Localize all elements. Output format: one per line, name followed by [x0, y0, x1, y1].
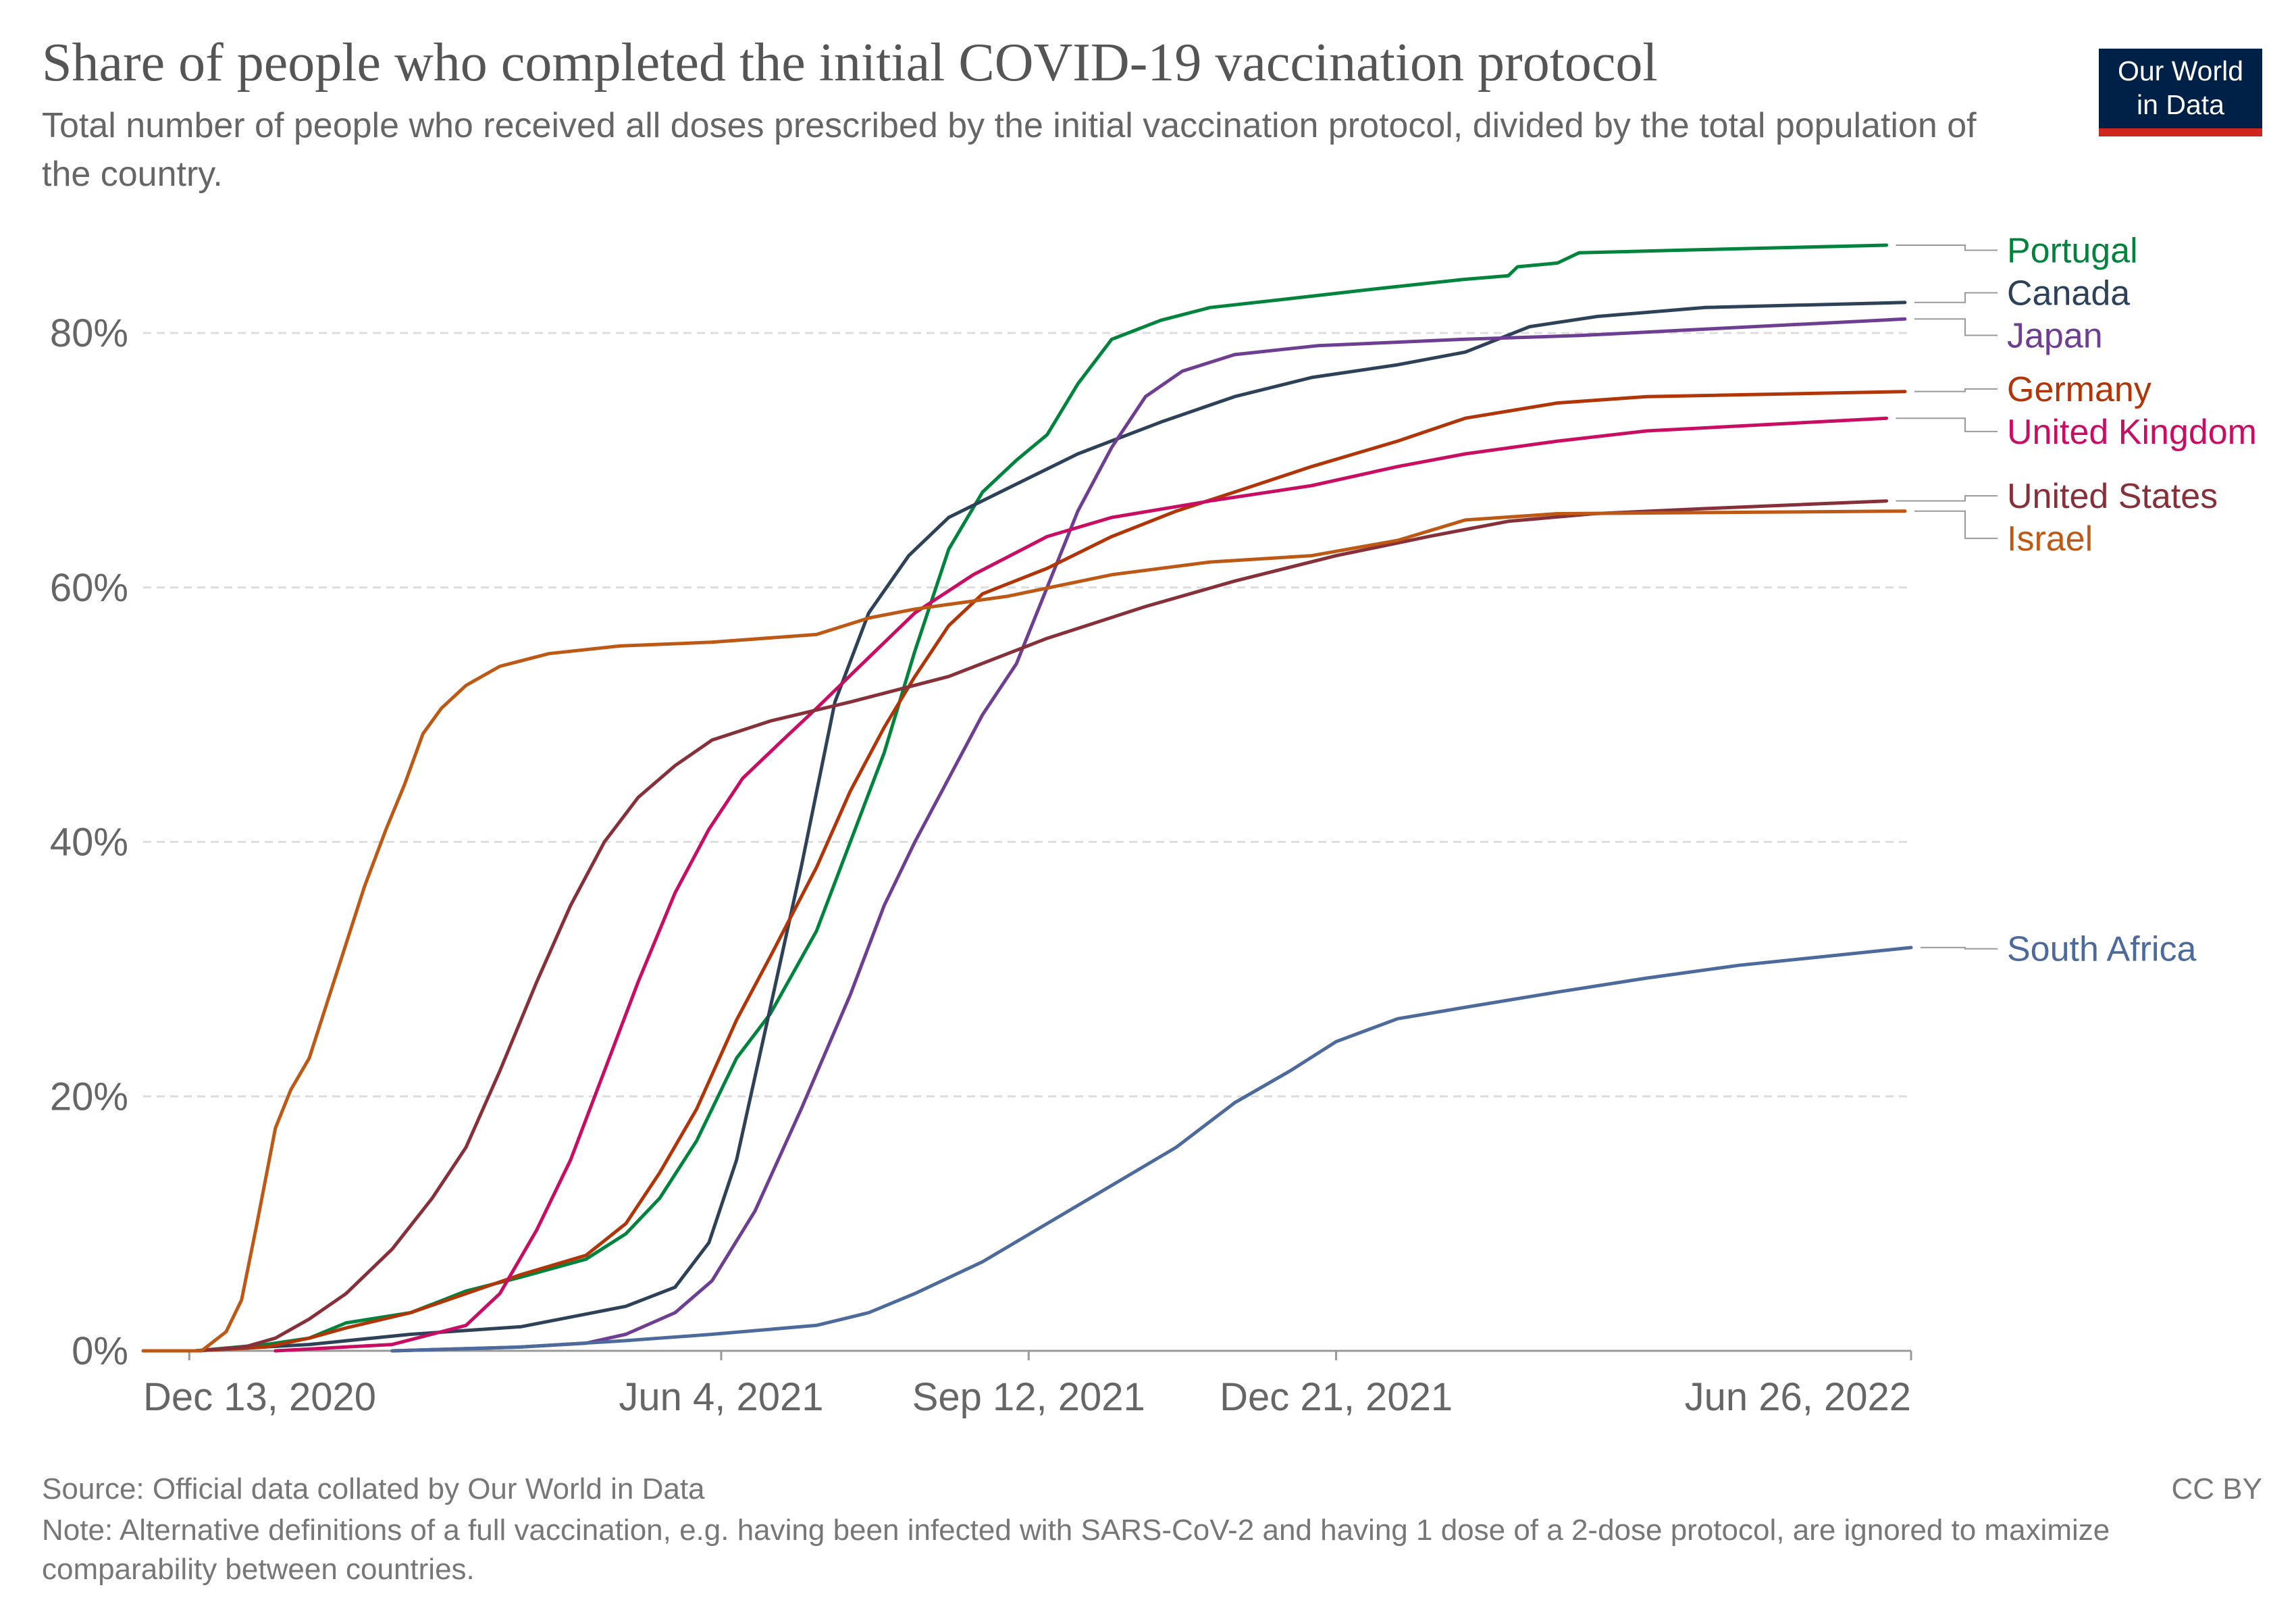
y-tick-label: 20% — [50, 1075, 128, 1118]
series-label-portugal: Portugal — [2007, 232, 2138, 271]
x-axis — [143, 1349, 1912, 1360]
series-label-south-africa: South Africa — [2007, 930, 2196, 969]
series-line-japan — [390, 317, 1907, 1353]
logo-line-2: in Data — [2137, 89, 2224, 120]
y-tick-label: 60% — [50, 566, 128, 610]
owid-logo[interactable]: Our World in Data — [2099, 49, 2262, 136]
series-label-germany: Germany — [2007, 370, 2151, 409]
label-connector-canada — [1914, 292, 1998, 303]
y-tick-label: 40% — [50, 821, 128, 865]
series-line-south-africa — [390, 946, 1913, 1353]
label-connector-israel — [1914, 510, 1998, 540]
source-note: Source: Official data collated by Our Wo… — [42, 1472, 705, 1506]
series-label-canada: Canada — [2007, 274, 2130, 313]
logo-line-1: Our World — [2117, 55, 2244, 86]
license-link[interactable]: CC BY — [2171, 1472, 2262, 1506]
series-line-canada — [193, 301, 1907, 1353]
chart-subtitle: Total number of people who received all … — [42, 106, 1977, 194]
x-axis-tick-labels: Dec 13, 2020 Jun 4, 2021 Sep 12, 2021 Dec 2… — [143, 1375, 1911, 1419]
label-connector-portugal — [1896, 245, 1998, 251]
series-line-united-states — [193, 499, 1889, 1353]
chart-title: Share of people who completed the initia… — [42, 33, 1658, 93]
label-connector-germany — [1914, 388, 1998, 392]
series-label-israel: Israel — [2007, 519, 2093, 559]
footnote: Note: Alternative definitions of a full … — [42, 1514, 2110, 1586]
series-line-united-kingdom — [273, 416, 1889, 1353]
label-connector-united-states — [1896, 495, 1998, 502]
y-tick-label: 0% — [72, 1329, 128, 1373]
x-tick-label: Sep 12, 2021 — [912, 1375, 1145, 1419]
x-tick-label: Dec 21, 2021 — [1220, 1375, 1453, 1419]
series-lines — [141, 243, 1913, 1353]
y-axis-tick-labels: 0% 20% 40% 60% 80% — [50, 311, 128, 1373]
series-line-germany — [193, 390, 1907, 1353]
grid-lines — [143, 332, 1911, 1098]
label-connector-south-africa — [1921, 946, 1998, 950]
series-label-japan: Japan — [2007, 317, 2103, 356]
series-label-united-states: United States — [2007, 477, 2218, 516]
x-tick-label: Jun 26, 2022 — [1685, 1375, 1911, 1419]
label-connector-united-kingdom — [1896, 417, 1998, 432]
series-label-united-kingdom: United Kingdom — [2007, 413, 2257, 452]
series-line-israel — [141, 509, 1907, 1353]
y-tick-label: 80% — [50, 311, 128, 355]
label-connector-japan — [1914, 318, 1998, 336]
x-tick-label: Jun 4, 2021 — [619, 1375, 823, 1419]
series-line-portugal — [193, 243, 1889, 1353]
x-tick-label: Dec 13, 2020 — [143, 1375, 376, 1419]
